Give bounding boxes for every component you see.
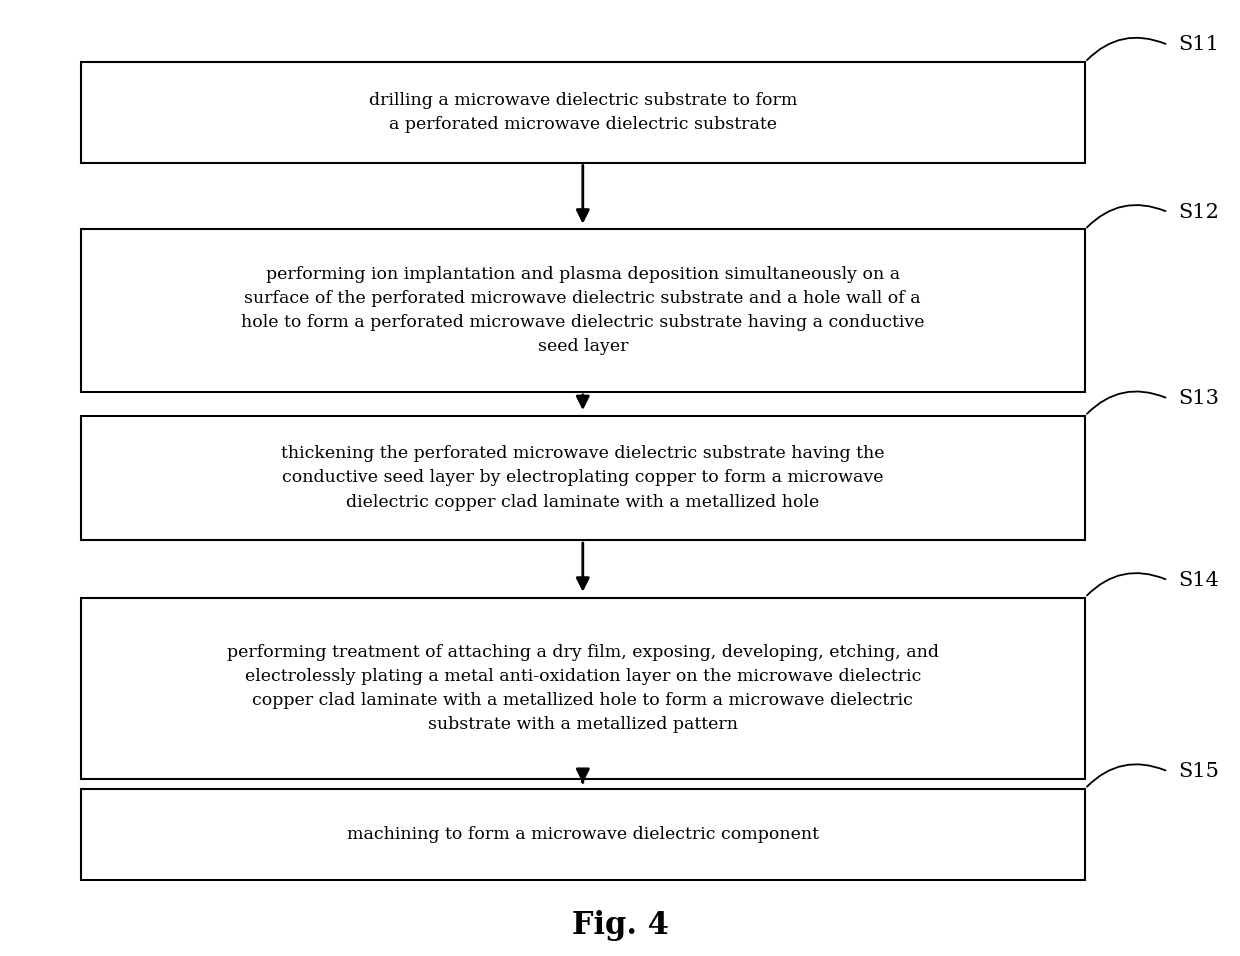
Text: machining to form a microwave dielectric component: machining to form a microwave dielectric… xyxy=(347,826,818,842)
Text: S14: S14 xyxy=(1178,571,1219,590)
Text: thickening the perforated microwave dielectric substrate having the
conductive s: thickening the perforated microwave diel… xyxy=(281,445,884,511)
Text: drilling a microwave dielectric substrate to form
a perforated microwave dielect: drilling a microwave dielectric substrat… xyxy=(368,92,797,133)
Text: S12: S12 xyxy=(1178,203,1219,222)
Text: performing ion implantation and plasma deposition simultaneously on a
surface of: performing ion implantation and plasma d… xyxy=(241,266,925,356)
Text: S11: S11 xyxy=(1178,35,1219,54)
Bar xyxy=(81,598,1085,779)
Bar xyxy=(81,62,1085,163)
Text: performing treatment of attaching a dry film, exposing, developing, etching, and: performing treatment of attaching a dry … xyxy=(227,643,939,733)
Bar xyxy=(81,416,1085,540)
Text: S15: S15 xyxy=(1178,762,1219,781)
Text: Fig. 4: Fig. 4 xyxy=(572,910,668,941)
Bar xyxy=(81,229,1085,392)
Text: S13: S13 xyxy=(1178,389,1219,408)
Bar xyxy=(81,789,1085,880)
